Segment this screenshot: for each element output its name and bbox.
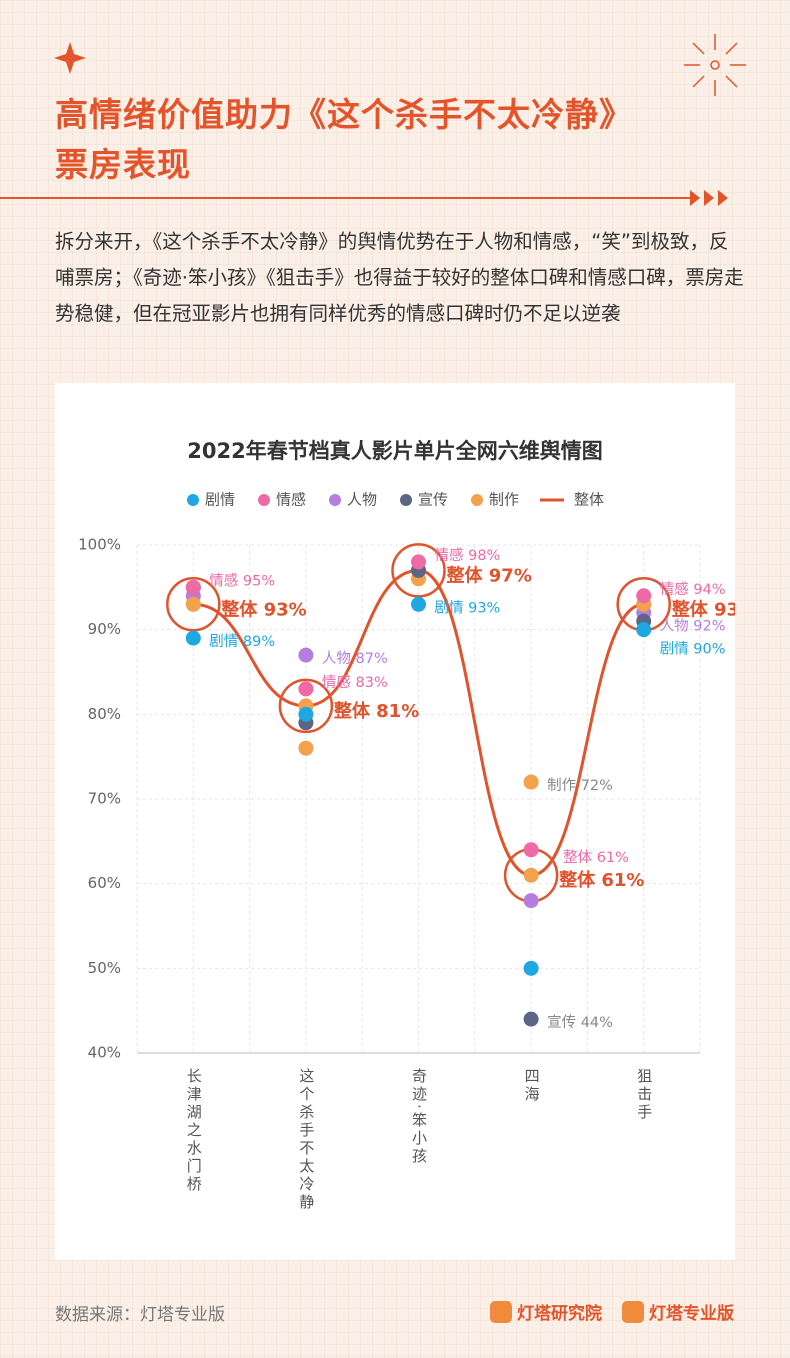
- value-label: 人物 92%: [660, 618, 726, 635]
- chart-card: 2022年春节档真人影片单片全网六维舆情图 40% 50% 60% 70% 80% 90%…: [55, 383, 757, 1260]
- dot: [298, 647, 314, 663]
- chart: 2022年春节档真人影片单片全网六维舆情图 40% 50% 60% 70% 80% 90%…: [78, 439, 757, 1212]
- overall-label: 整体 93%: [220, 598, 306, 620]
- logo-text: 灯塔研究院: [517, 1304, 602, 1324]
- legend-dot: [258, 494, 270, 506]
- legend-dot: [400, 494, 412, 506]
- logo: 灯塔专业版: [622, 1299, 734, 1324]
- value-label: 情感 98%: [435, 547, 501, 564]
- y-tick-label: 60%: [88, 874, 121, 892]
- legend-label: 情感: [276, 491, 306, 509]
- dot: [411, 554, 426, 570]
- value-label: 情感 94%: [660, 581, 726, 598]
- logo-text: 灯塔专业版: [649, 1304, 734, 1324]
- y-tick-label: 40%: [88, 1044, 121, 1062]
- logo: 灯塔研究院: [490, 1299, 602, 1324]
- dot: [411, 596, 426, 612]
- decor: [0, 34, 746, 206]
- x-tick-label: 长津湖之水门桥: [185, 1068, 203, 1194]
- dot: [523, 1011, 539, 1027]
- chart-title: 2022年春节档真人影片单片全网六维舆情图: [187, 439, 602, 463]
- title-line: 高情绪价值助力《这个杀手不太冷静》: [55, 95, 633, 134]
- dot: [298, 681, 314, 697]
- value-label: 情感 95%: [209, 572, 275, 589]
- overall-label: 整体 93%: [671, 598, 735, 620]
- dot: [185, 579, 201, 595]
- legend-label: 剧情: [205, 491, 235, 509]
- firework: [684, 34, 746, 96]
- value-label: 剧情 90%: [660, 641, 726, 658]
- dot: [636, 622, 652, 638]
- dot: [523, 867, 539, 883]
- legend-label: 整体: [574, 491, 604, 509]
- overall-label: 整体 61%: [558, 869, 644, 891]
- highlight-ring: [166, 577, 221, 632]
- y-tick-label: 100%: [78, 536, 121, 554]
- x-tick-label: 这个杀手不太冷静: [297, 1068, 315, 1212]
- dot: [523, 893, 539, 909]
- dot: [298, 740, 314, 756]
- legend-dot: [471, 494, 483, 506]
- highlight-ring: [391, 543, 446, 598]
- y-tick-label: 90%: [88, 620, 121, 638]
- overall-label: 整体 81%: [333, 700, 419, 722]
- star: [54, 42, 86, 74]
- x-tick-label: 狙击手: [635, 1068, 653, 1122]
- legend-label: 制作: [489, 491, 519, 509]
- value-label: 宣传 44%: [547, 1014, 613, 1031]
- dot: [185, 630, 201, 646]
- dot: [523, 960, 539, 976]
- value-label: 剧情 89%: [209, 633, 275, 650]
- y-tick-label: 80%: [88, 705, 121, 723]
- dot: [523, 842, 539, 858]
- value-label: 人物 87%: [322, 650, 388, 667]
- legend-dot: [187, 494, 199, 506]
- dot: [636, 588, 652, 604]
- title-line: 票房表现: [55, 145, 191, 184]
- source: 数据来源：灯塔专业版: [55, 1305, 225, 1325]
- annotation: 整体 61%: [563, 849, 629, 866]
- legend-label: 人物: [347, 491, 377, 509]
- arrows: [690, 190, 728, 206]
- x-tick-label: 奇迹·笨小孩: [410, 1068, 428, 1166]
- dot: [185, 596, 201, 612]
- value-label: 剧情 93%: [435, 599, 501, 616]
- legend-dot: [329, 494, 341, 506]
- value-label: 情感 83%: [322, 674, 388, 691]
- overall-label: 整体 97%: [446, 564, 532, 586]
- highlight-ring: [278, 678, 334, 734]
- dot: [298, 706, 314, 722]
- y-tick-label: 70%: [88, 790, 121, 808]
- value-label: 制作 72%: [547, 777, 613, 794]
- y-tick-label: 50%: [88, 959, 121, 977]
- x-tick-label: 四海: [523, 1068, 541, 1104]
- intro: 拆分来开，《这个杀手不太冷静》的舆情优势在于人物和情感，“笑”到极致，反哺票房；…: [55, 230, 744, 325]
- legend-label: 宣传: [418, 491, 448, 509]
- dot: [523, 774, 539, 790]
